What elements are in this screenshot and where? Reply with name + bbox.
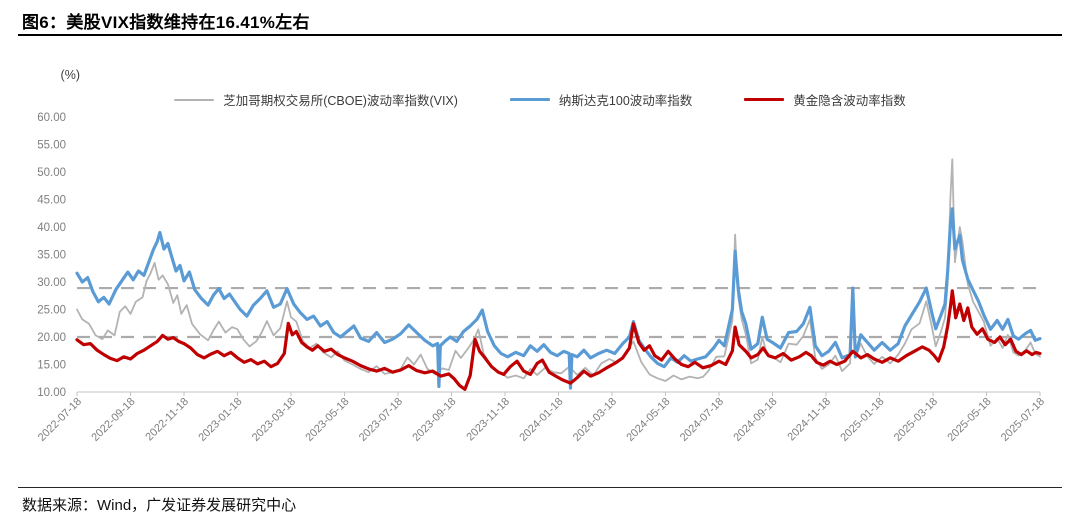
- x-tick-label: 2022-07-18: [36, 396, 84, 444]
- title-divider: [18, 34, 1062, 36]
- x-tick-label: 2025-01-18: [838, 396, 886, 444]
- legend-item-2: 黄金隐含波动率指数: [744, 90, 906, 109]
- y-tick-label: 40.00: [37, 222, 66, 234]
- y-tick-label: 50.00: [37, 167, 66, 179]
- x-tick-label: 2024-09-18: [731, 396, 779, 444]
- legend-item-0: 芝加哥期权交易所(CBOE)波动率指数(VIX): [174, 90, 458, 109]
- legend-label-0: 芝加哥期权交易所(CBOE)波动率指数(VIX): [223, 94, 458, 108]
- x-tick-label: 2023-09-18: [410, 396, 458, 444]
- x-tick-label: 2024-07-18: [678, 396, 726, 444]
- x-tick-label: 2022-11-18: [143, 396, 191, 444]
- x-tick-label: 2022-09-18: [89, 396, 137, 444]
- x-tick-label: 2024-03-18: [571, 396, 619, 444]
- x-tick-label: 2023-01-18: [196, 396, 244, 444]
- x-tick-label: 2023-05-18: [303, 396, 351, 444]
- series-line-1: [75, 207, 1042, 390]
- legend-label-1: 纳斯达克100波动率指数: [558, 94, 693, 108]
- x-tick-label: 2023-07-18: [357, 396, 405, 444]
- y-axis-unit-label: (%): [61, 68, 80, 82]
- y-tick-label: 30.00: [37, 277, 66, 289]
- legend-swatch-icon-2: [744, 98, 785, 101]
- chart-legend: 芝加哥期权交易所(CBOE)波动率指数(VIX) 纳斯达克100波动率指数 黄金隐含…: [0, 90, 1080, 109]
- y-tick-label: 60.00: [37, 112, 66, 124]
- x-tick-label: 2023-11-18: [464, 396, 512, 444]
- x-tick-label: 2025-07-18: [999, 396, 1047, 444]
- legend-label-2: 黄金隐含波动率指数: [793, 94, 906, 108]
- x-tick-label: 2024-01-18: [517, 396, 565, 444]
- y-tick-label: 55.00: [37, 140, 66, 152]
- figure-title: 图6：美股VIX指数维持在16.41%左右: [22, 13, 310, 32]
- data-source: 数据来源：Wind，广发证券发展研究中心: [22, 497, 297, 514]
- x-tick-label: 2024-11-18: [785, 396, 833, 444]
- x-tick-label: 2024-05-18: [624, 396, 672, 444]
- legend-swatch-icon-0: [174, 98, 215, 101]
- legend-swatch-icon-1: [509, 98, 550, 101]
- vix-chart: 10.00 15.00 20.00 25.00 30.00 35.00 40.00 45.00…: [0, 36, 1080, 486]
- x-tick-label: 2025-03-18: [892, 396, 940, 444]
- x-tick-label: 2025-05-18: [945, 396, 993, 444]
- y-tick-label: 20.00: [37, 332, 66, 344]
- y-tick-label: 35.00: [37, 250, 66, 262]
- y-tick-label: 10.00: [37, 387, 66, 399]
- x-tick-label: 2023-03-18: [250, 396, 298, 444]
- y-tick-label: 25.00: [37, 305, 66, 317]
- footer-divider: [18, 487, 1062, 488]
- legend-item-1: 纳斯达克100波动率指数: [509, 90, 693, 109]
- series-line-2: [75, 289, 1042, 391]
- y-tick-label: 45.00: [37, 195, 66, 207]
- y-tick-label: 15.00: [37, 360, 66, 372]
